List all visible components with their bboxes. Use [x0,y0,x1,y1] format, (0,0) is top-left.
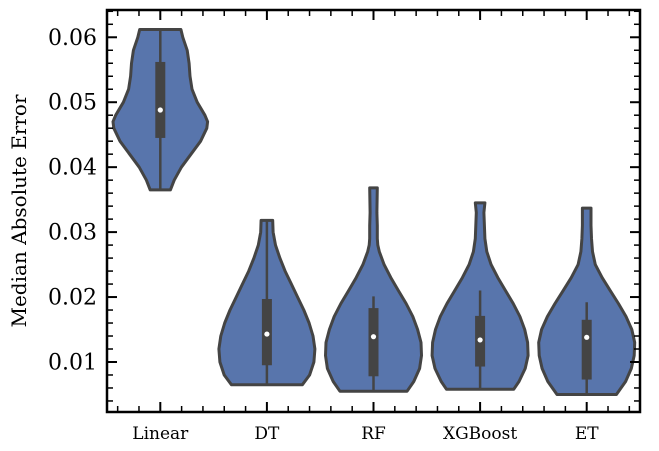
violin-rf [324,186,423,393]
y-axis-label: Median Absolute Error [7,94,31,327]
x-tick-label: DT [254,424,280,444]
x-tick-label: RF [361,424,386,444]
x-tick-label: XGBoost [443,424,517,444]
x-tick-label: Linear [132,424,189,444]
y-tick-label: 0.03 [48,221,97,246]
tick-labels-layer: 0.01 0.02 0.03 0.04 0.05 0.06 Linear DT RF XGBoos… [48,26,599,444]
iqr-box-rf [368,308,379,377]
y-tick-label: 0.04 [48,156,97,181]
y-tick-label: 0.06 [48,26,97,51]
violin-et [537,206,637,396]
x-tick-label: ET [575,424,599,444]
median-point-xgboost [477,337,483,343]
violins-layer [111,28,637,396]
iqr-box-et [581,319,592,380]
y-tick-label: 0.05 [48,91,97,116]
plot-frame [105,8,642,414]
y-tick-label: 0.02 [48,286,97,311]
median-point-linear [157,107,163,113]
median-point-rf [370,334,377,340]
iqr-box-linear [155,61,166,138]
median-point-dt [264,331,270,337]
y-tick-label: 0.01 [48,350,97,375]
median-point-et [584,334,590,340]
